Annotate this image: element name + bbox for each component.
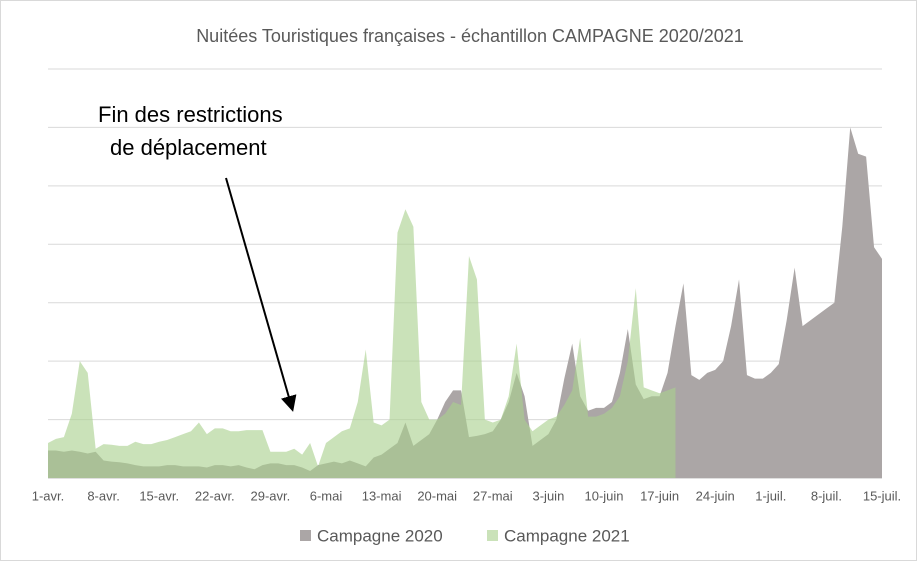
x-tick-label: 22-avr. xyxy=(195,488,235,503)
x-tick-label: 17-juin xyxy=(640,488,679,503)
x-tick-label: 8-juil. xyxy=(811,488,842,503)
x-tick-label: 24-juin xyxy=(696,488,735,503)
x-tick-label: 1-juil. xyxy=(755,488,786,503)
x-tick-label: 1-avr. xyxy=(32,488,65,503)
x-tick-label: 20-mai xyxy=(417,488,457,503)
annotation: Fin des restrictions xyxy=(98,102,283,127)
x-tick-label: 3-juin xyxy=(533,488,565,503)
x-tick-label: 8-avr. xyxy=(87,488,120,503)
chart-title: Nuitées Touristiques françaises - échant… xyxy=(196,26,744,46)
legend-swatch xyxy=(487,530,498,541)
x-tick-label: 29-avr. xyxy=(251,488,291,503)
legend-label: Campagne 2021 xyxy=(504,526,630,545)
x-tick-label: 15-juil. xyxy=(863,488,901,503)
area xyxy=(48,209,676,478)
x-tick-label: 15-avr. xyxy=(139,488,179,503)
x-tick-label: 10-juin xyxy=(584,488,623,503)
annotation: de déplacement xyxy=(110,135,267,160)
legend-swatch xyxy=(300,530,311,541)
annotation-arrow xyxy=(225,177,297,412)
x-tick-label: 13-mai xyxy=(362,488,402,503)
x-tick-label: 27-mai xyxy=(473,488,513,503)
x-tick-label: 6-mai xyxy=(310,488,343,503)
legend-label: Campagne 2020 xyxy=(317,526,443,545)
